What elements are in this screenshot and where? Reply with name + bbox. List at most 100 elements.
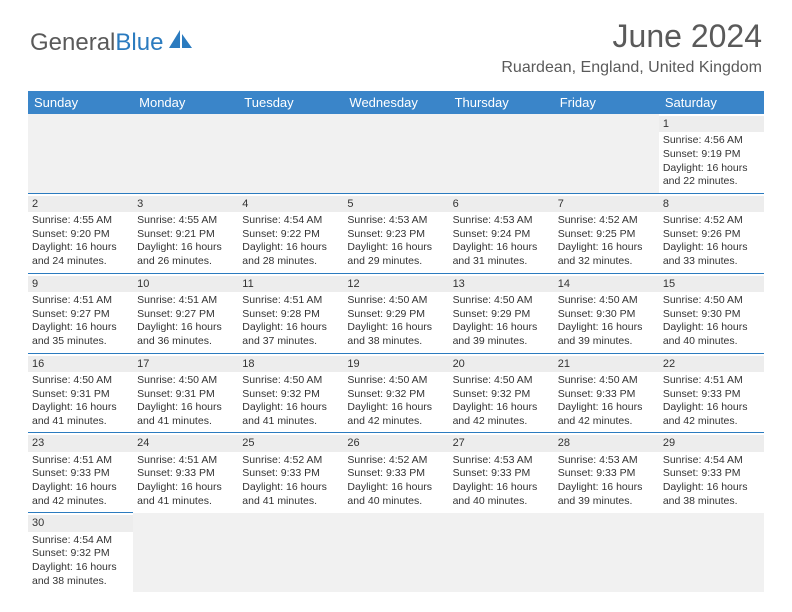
sunrise-text: Sunrise: 4:51 AM (663, 374, 760, 388)
day-number: 15 (659, 276, 764, 292)
sunset-text: Sunset: 9:31 PM (32, 388, 129, 402)
calendar-blank-cell (343, 114, 448, 193)
weekday-header: Wednesday (343, 91, 448, 114)
sunrise-text: Sunrise: 4:52 AM (663, 214, 760, 228)
sunset-text: Sunset: 9:32 PM (453, 388, 550, 402)
daylight-text: Daylight: 16 hours and 42 minutes. (32, 481, 129, 508)
day-number: 8 (659, 196, 764, 212)
calendar-week-row: 9Sunrise: 4:51 AMSunset: 9:27 PMDaylight… (28, 273, 764, 353)
day-number: 13 (449, 276, 554, 292)
calendar-day-cell: 22Sunrise: 4:51 AMSunset: 9:33 PMDayligh… (659, 353, 764, 433)
day-number: 11 (238, 276, 343, 292)
daylight-text: Daylight: 16 hours and 24 minutes. (32, 241, 129, 268)
calendar-blank-cell (449, 513, 554, 592)
calendar-blank-cell (449, 114, 554, 193)
daylight-text: Daylight: 16 hours and 40 minutes. (663, 321, 760, 348)
sunrise-text: Sunrise: 4:51 AM (137, 294, 234, 308)
sunset-text: Sunset: 9:20 PM (32, 228, 129, 242)
sunset-text: Sunset: 9:33 PM (347, 467, 444, 481)
calendar-week-row: 16 Sunrise: 4:50 AMSunset: 9:31 PM Dayligh… (28, 353, 764, 433)
day-number: 25 (238, 435, 343, 451)
daylight-text: Daylight: 16 hours and 39 minutes. (558, 481, 655, 508)
calendar-blank-cell (133, 513, 238, 592)
day-number: 6 (449, 196, 554, 212)
sunrise-text: Sunrise: 4:50 AM (32, 374, 129, 388)
calendar-day-cell: 4 Sunrise: 4:54 AMSunset: 9:22 PMDaylight… (238, 193, 343, 273)
calendar-day-cell: 8Sunrise: 4:52 AMSunset: 9:26 PMDaylight… (659, 193, 764, 273)
daylight-text: Daylight: 16 hours and 41 minutes. (242, 401, 339, 428)
sunset-text: Sunset: 9:33 PM (453, 467, 550, 481)
sunrise-text: Sunrise: 4:50 AM (347, 294, 444, 308)
daylight-text: Daylight: 16 hours and 39 minutes. (453, 321, 550, 348)
day-number: 26 (343, 435, 448, 451)
sunset-text: Sunset: 9:30 PM (558, 308, 655, 322)
calendar-day-cell: 23Sunrise: 4:51 AMSunset: 9:33 PMDayligh… (28, 433, 133, 513)
sunrise-text: Sunrise: 4:54 AM (242, 214, 339, 228)
calendar-day-cell: 13Sunrise: 4:50 AMSunset: 9:29 PMDayligh… (449, 273, 554, 353)
location-text: Ruardean, England, United Kingdom (501, 59, 762, 77)
daylight-text: Daylight: 16 hours and 32 minutes. (558, 241, 655, 268)
sunrise-text: Sunrise: 4:53 AM (347, 214, 444, 228)
sunrise-text: Sunrise: 4:50 AM (453, 294, 550, 308)
weekday-header: Tuesday (238, 91, 343, 114)
day-number: 19 (343, 356, 448, 372)
day-number: 4 (238, 196, 343, 212)
calendar-blank-cell (28, 114, 133, 193)
sunset-text: Sunset: 9:21 PM (137, 228, 234, 242)
calendar-day-cell: 26 Sunrise: 4:52 AMSunset: 9:33 PMDayligh… (343, 433, 448, 513)
calendar-day-cell: 20Sunrise: 4:50 AMSunset: 9:32 PMDayligh… (449, 353, 554, 433)
calendar-day-cell: 1Sunrise: 4:56 AMSunset: 9:19 PMDaylight… (659, 114, 764, 193)
day-number: 27 (449, 435, 554, 451)
calendar-day-cell: 5Sunrise: 4:53 AMSunset: 9:23 PMDaylight… (343, 193, 448, 273)
sunset-text: Sunset: 9:33 PM (663, 388, 760, 402)
sunrise-text: Sunrise: 4:53 AM (453, 214, 550, 228)
calendar-day-cell: 6Sunrise: 4:53 AMSunset: 9:24 PMDaylight… (449, 193, 554, 273)
brand-part1: General (30, 29, 115, 57)
daylight-text: Daylight: 16 hours and 42 minutes. (558, 401, 655, 428)
daylight-text: Daylight: 16 hours and 28 minutes. (242, 241, 339, 268)
calendar-day-cell: 14Sunrise: 4:50 AMSunset: 9:30 PMDayligh… (554, 273, 659, 353)
daylight-text: Daylight: 16 hours and 38 minutes. (347, 321, 444, 348)
day-number: 14 (554, 276, 659, 292)
sunset-text: Sunset: 9:27 PM (32, 308, 129, 322)
sunset-text: Sunset: 9:27 PM (137, 308, 234, 322)
daylight-text: Daylight: 16 hours and 36 minutes. (137, 321, 234, 348)
sunrise-text: Sunrise: 4:54 AM (663, 454, 760, 468)
sunset-text: Sunset: 9:32 PM (242, 388, 339, 402)
calendar-day-cell: 29Sunrise: 4:54 AMSunset: 9:33 PMDayligh… (659, 433, 764, 513)
daylight-text: Daylight: 16 hours and 40 minutes. (347, 481, 444, 508)
calendar-blank-cell (659, 513, 764, 592)
calendar-day-cell: 25Sunrise: 4:52 AMSunset: 9:33 PMDayligh… (238, 433, 343, 513)
sunrise-text: Sunrise: 4:55 AM (137, 214, 234, 228)
calendar-week-row: 23Sunrise: 4:51 AMSunset: 9:33 PMDayligh… (28, 433, 764, 513)
sunset-text: Sunset: 9:24 PM (453, 228, 550, 242)
calendar-day-cell: 17Sunrise: 4:50 AMSunset: 9:31 PMDayligh… (133, 353, 238, 433)
calendar-day-cell: 28Sunrise: 4:53 AMSunset: 9:33 PMDayligh… (554, 433, 659, 513)
day-number: 22 (659, 356, 764, 372)
sunset-text: Sunset: 9:30 PM (663, 308, 760, 322)
sunrise-text: Sunrise: 4:52 AM (558, 214, 655, 228)
sunrise-text: Sunrise: 4:52 AM (347, 454, 444, 468)
calendar-blank-cell (554, 114, 659, 193)
calendar-day-cell: 15 Sunrise: 4:50 AMSunset: 9:30 PMDayligh… (659, 273, 764, 353)
day-number: 9 (28, 276, 133, 292)
sunset-text: Sunset: 9:32 PM (32, 547, 129, 561)
sunset-text: Sunset: 9:22 PM (242, 228, 339, 242)
sunrise-text: Sunrise: 4:53 AM (453, 454, 550, 468)
sunrise-text: Sunrise: 4:54 AM (32, 534, 129, 548)
daylight-text: Daylight: 16 hours and 29 minutes. (347, 241, 444, 268)
brand-part2: Blue (115, 29, 163, 57)
sunrise-text: Sunrise: 4:55 AM (32, 214, 129, 228)
day-number: 21 (554, 356, 659, 372)
calendar-day-cell: 12Sunrise: 4:50 AMSunset: 9:29 PMDayligh… (343, 273, 448, 353)
day-number: 2 (28, 196, 133, 212)
sunset-text: Sunset: 9:33 PM (663, 467, 760, 481)
daylight-text: Daylight: 16 hours and 42 minutes. (453, 401, 550, 428)
sunrise-text: Sunrise: 4:50 AM (663, 294, 760, 308)
day-number: 16 (28, 356, 133, 372)
calendar-table: SundayMondayTuesdayWednesdayThursdayFrid… (28, 91, 764, 592)
calendar-day-cell: 3Sunrise: 4:55 AMSunset: 9:21 PMDaylight… (133, 193, 238, 273)
day-number: 18 (238, 356, 343, 372)
daylight-text: Daylight: 16 hours and 41 minutes. (242, 481, 339, 508)
daylight-text: Daylight: 16 hours and 38 minutes. (663, 481, 760, 508)
